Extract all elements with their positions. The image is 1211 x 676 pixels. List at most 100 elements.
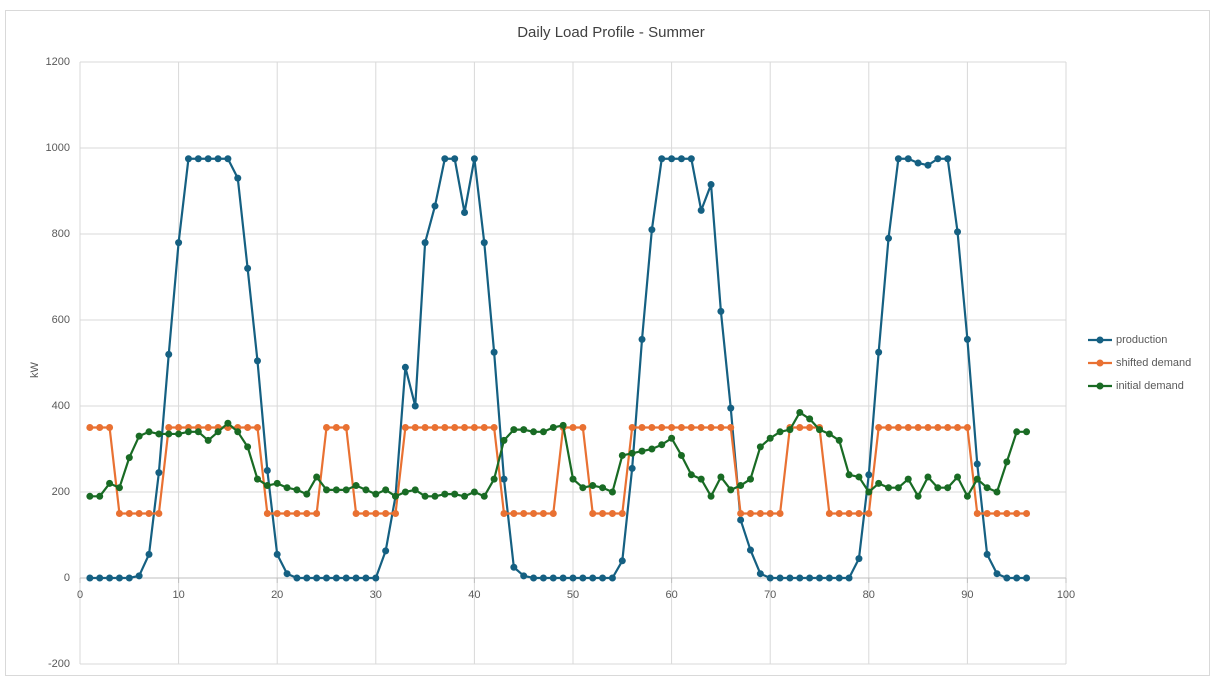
data-point [303,510,311,517]
legend-swatch-marker [1096,382,1104,390]
data-point [253,475,261,483]
y-tick-label: -200 [48,658,70,670]
data-point [786,574,794,582]
data-point [658,424,666,431]
y-tick-label: 1000 [46,142,70,154]
data-point [599,510,607,517]
data-point [96,492,104,500]
data-point [973,475,981,483]
data-point [352,482,360,490]
data-point [737,516,745,524]
x-tick-label: 50 [567,589,579,601]
data-point [510,563,518,571]
data-point [885,424,893,431]
data-point [589,574,597,582]
data-point [865,488,873,496]
data-point [135,432,143,440]
data-point [194,428,202,436]
data-point [865,471,873,479]
data-point [115,484,123,492]
data-point [845,574,853,582]
data-point [244,443,252,451]
data-point [1003,458,1011,466]
data-point [224,419,232,427]
data-point [737,482,745,490]
data-point [539,428,547,436]
data-point [875,479,883,487]
data-point [273,510,281,517]
data-point [372,490,380,498]
data-point [993,510,1001,517]
data-point [549,574,557,582]
data-point [766,434,774,442]
data-point [855,555,863,563]
data-point [421,424,429,431]
data-point [86,424,94,431]
data-point [392,510,400,517]
data-point [1003,574,1011,582]
x-tick-label: 90 [961,589,973,601]
data-point [589,482,597,490]
data-point [273,550,281,558]
data-point [431,424,439,431]
data-point [451,490,459,498]
data-point [342,424,350,431]
data-point [204,155,212,163]
data-point [283,510,291,517]
data-point [697,475,705,483]
data-point [500,510,508,517]
data-point [530,510,538,517]
data-point [677,424,685,431]
data-point [835,574,843,582]
legend-swatch-marker [1096,359,1104,367]
data-point [746,546,754,554]
data-point [904,475,912,483]
data-point [549,424,557,431]
data-point [687,424,695,431]
data-point [746,475,754,483]
data-point [796,408,804,416]
data-point [1023,574,1031,582]
data-point [470,155,478,163]
data-point [411,486,419,494]
legend-label: production [1116,334,1167,346]
data-point [441,424,449,431]
data-point [628,449,636,457]
data-point [618,451,626,459]
data-point [125,510,133,517]
data-point [894,484,902,492]
data-point [756,570,764,578]
data-point [944,484,952,492]
data-point [717,473,725,481]
data-point [1003,510,1011,517]
legend-label: initial demand [1116,380,1184,392]
data-point [184,428,192,436]
data-point [954,424,962,431]
data-point [993,570,1001,578]
legend-swatch-marker [1096,336,1104,344]
data-point [904,155,912,163]
data-point [589,510,597,517]
x-tick-label: 10 [172,589,184,601]
data-point [973,510,981,517]
series-line [89,157,1027,580]
data-point [115,510,123,517]
data-point [332,486,340,494]
data-point [608,510,616,517]
data-point [865,510,873,517]
data-point [175,424,183,431]
data-point [145,510,153,517]
data-point [461,209,469,216]
data-point [372,574,380,582]
data-point [559,574,567,582]
data-point [530,574,538,582]
data-point [638,447,646,455]
data-point [1023,510,1031,517]
y-tick-label: 200 [52,486,70,498]
data-point [401,424,409,431]
x-tick-label: 30 [370,589,382,601]
data-point [727,486,735,494]
data-point [934,484,942,492]
y-tick-label: 0 [64,572,70,584]
data-point [697,206,705,214]
